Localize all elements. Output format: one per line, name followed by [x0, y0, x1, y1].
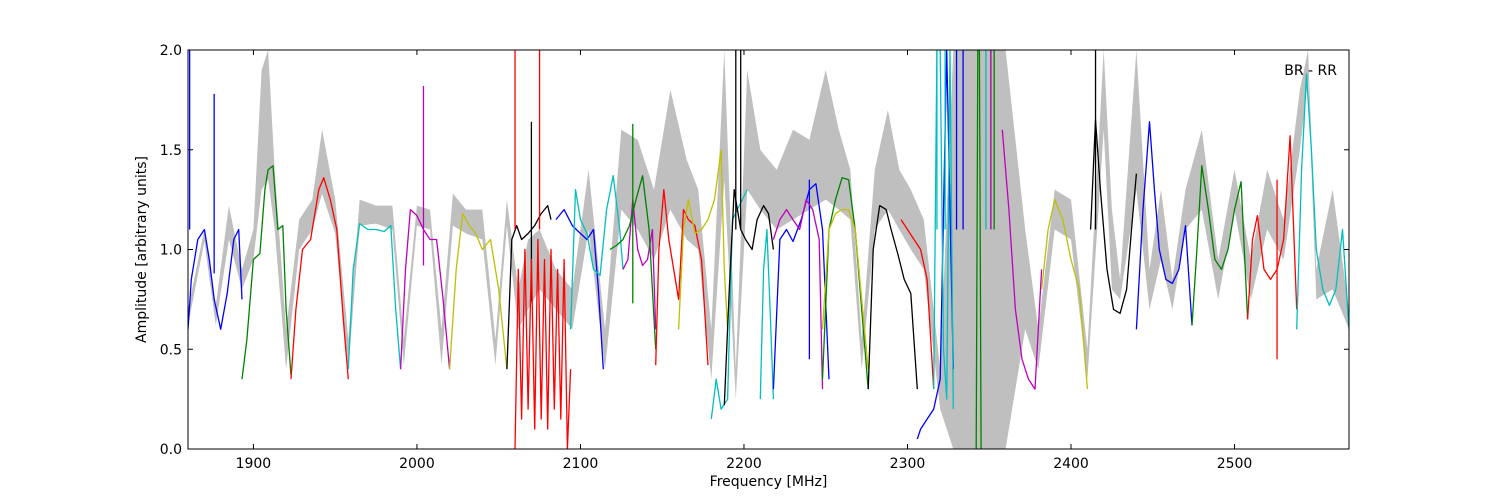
series-line-2 — [290, 177, 349, 380]
x-tick-label: 2100 — [563, 456, 599, 472]
series-line-13 — [677, 149, 729, 330]
series-line-9 — [569, 175, 624, 330]
series-line-23 — [916, 50, 954, 440]
x-tick-label: 2300 — [890, 456, 926, 472]
series-line-27 — [1040, 198, 1089, 390]
series-line-29 — [1135, 121, 1193, 330]
x-tick-label: 2400 — [1053, 456, 1089, 472]
y-tick-label: 2.0 — [160, 43, 182, 59]
series-line-18 — [772, 198, 824, 390]
series-line-3 — [347, 222, 402, 370]
series-line-25 — [975, 50, 982, 449]
series-line-8 — [555, 208, 604, 370]
series-line-28 — [1089, 119, 1138, 314]
x-tick-label: 2500 — [1217, 456, 1253, 472]
series-line-7 — [514, 238, 572, 449]
series-line-26 — [1001, 129, 1043, 390]
y-tick-label: 1.0 — [160, 243, 182, 259]
series-line-12 — [655, 188, 709, 366]
series-line-22 — [900, 219, 935, 390]
series-line-24 — [933, 50, 954, 410]
series-line-21 — [867, 204, 918, 390]
x-tick-label: 2200 — [726, 456, 762, 472]
series-line-32 — [1296, 73, 1349, 330]
plot-area — [188, 50, 1349, 449]
series-line-20 — [821, 208, 869, 370]
series-line-15 — [723, 188, 775, 406]
series-line-14 — [710, 189, 748, 420]
y-tick-label: 1.5 — [160, 143, 182, 159]
series-line-16 — [759, 228, 775, 400]
series-line-6 — [506, 204, 552, 370]
x-tick-label: 2000 — [399, 456, 435, 472]
y-axis-label: Amplitude [arbitrary units] — [134, 156, 150, 343]
x-tick-label: 1900 — [236, 456, 272, 472]
series-line-0 — [188, 228, 243, 330]
series-line-31 — [1246, 135, 1298, 320]
series-line-1 — [241, 165, 292, 380]
series-line-19 — [821, 177, 869, 390]
x-axis-label: Frequency [MHz] — [710, 474, 828, 490]
y-tick-label: 0.0 — [160, 442, 182, 458]
series-line-5 — [448, 212, 508, 370]
annotation-label: BR - RR — [1284, 63, 1337, 79]
series-line-30 — [1191, 165, 1249, 326]
axis-ticks: 1900 2000 2100 2200 2300 2400 2500 0.0 0.5 1.0 1.5… — [160, 43, 1349, 472]
series-line-10 — [622, 198, 657, 330]
y-tick-label: 0.5 — [160, 342, 182, 358]
